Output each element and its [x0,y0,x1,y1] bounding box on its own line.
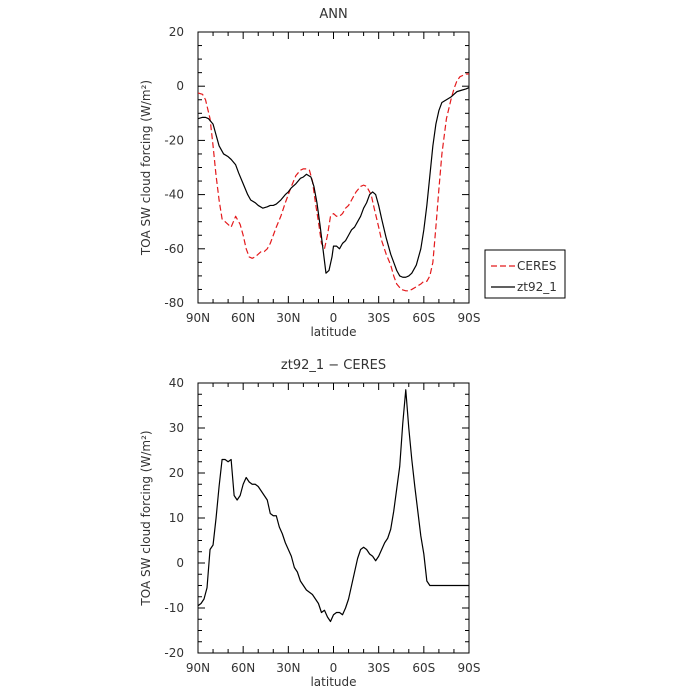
panel1-x-tick-label: 90S [458,311,481,325]
panel1-plot-frame [197,31,470,304]
panel1-y-tick-label: 0 [176,79,184,93]
panel1-x-tick-label: 60S [412,311,435,325]
panel2-series-difference [198,389,469,623]
panel2-y-tick-label: -20 [164,646,184,660]
panel1-x-axis-label: latitude [310,325,356,339]
panel2-y-tick-label: 40 [169,376,184,390]
panel1-y-tick-label: -40 [164,188,184,202]
panel1-y-tick-label: -60 [164,242,184,256]
panel1-x-tick-label: 60N [231,311,255,325]
panel2-x-tick-label: 0 [330,661,338,675]
panel1-y-tick-label: -20 [164,133,184,147]
panel1-x-tick-label: 30N [276,311,300,325]
panel2-y-tick-label: -10 [164,601,184,615]
panel2-y-tick-label: 30 [169,421,184,435]
panel2-x-tick-label: 60N [231,661,255,675]
panel2-x-axis-label: latitude [310,675,356,689]
panel1-series-ceres [198,73,469,292]
panel2-y-tick-label: 10 [169,511,184,525]
panel2-y-tick-label: 0 [176,556,184,570]
panel1-legend-box [484,249,566,299]
panel2-y-tick-label: 20 [169,466,184,480]
panel1-series-zt92-1 [198,87,469,278]
panel2-x-tick-label: 30N [276,661,300,675]
panel2-x-tick-label: 60S [412,661,435,675]
panel1-y-tick-label: 20 [169,25,184,39]
panel2-x-tick-label: 30S [367,661,390,675]
panel1-legend-label-zt92-1: zt92_1 [517,280,557,294]
panel1-x-tick-label: 0 [330,311,338,325]
panel1-x-tick-label: 30S [367,311,390,325]
panel1-y-axis-label: TOA SW cloud forcing (W/m²) [139,80,153,256]
panel1-x-tick-label: 90N [186,311,210,325]
panel1-title: ANN [319,7,347,22]
panel2-plot-frame [197,382,470,654]
panel2-title: zt92_1 − CERES [281,358,386,373]
panel1-legend-label-ceres: CERES [517,259,557,273]
panel2-x-tick-label: 90S [458,661,481,675]
panel1-y-tick-label: -80 [164,296,184,310]
panel2-y-axis-label: TOA SW cloud forcing (W/m²) [139,430,153,606]
panel2-x-tick-label: 90N [186,661,210,675]
